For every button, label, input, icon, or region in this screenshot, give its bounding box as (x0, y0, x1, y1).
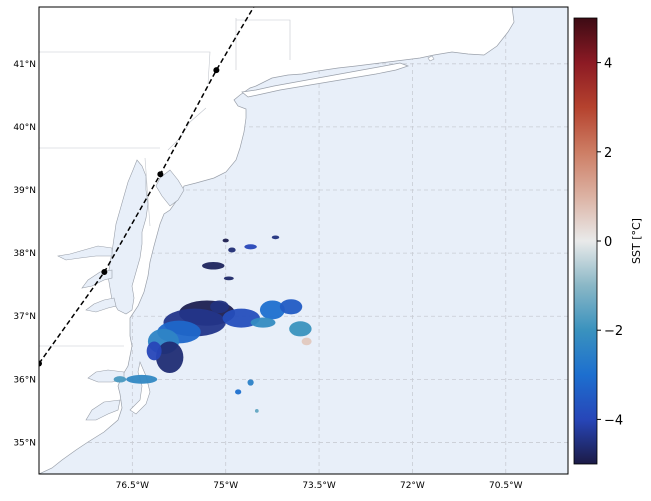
sst-anomaly-patch (289, 321, 312, 337)
y-tick-label: 36°N (13, 375, 36, 385)
chesapeake-bay (57, 159, 185, 421)
storm-track-marker (213, 67, 220, 74)
sst-anomaly-patch (210, 300, 229, 314)
chesapeake-water (107, 159, 149, 315)
colorbar-ticks: 4 2 0 −2 −4 (597, 57, 623, 428)
colorbar: 4 2 0 −2 −4 SST [°C] (573, 17, 643, 465)
y-tick-label: 40°N (13, 123, 36, 133)
sst-anomaly-layer (113, 235, 312, 413)
border-ny-pa (39, 51, 211, 85)
landmass (39, 7, 515, 474)
sst-anomaly-patch (259, 300, 285, 320)
y-tick-label: 37°N (13, 312, 36, 322)
border-de-md (144, 157, 151, 227)
sst-anomaly-patch (222, 238, 229, 243)
colorbar-tick-label: 4 (604, 57, 612, 72)
sst-anomaly-patch (247, 379, 254, 386)
y-tick-label: 35°N (13, 438, 36, 448)
x-tick-label: 70.5°W (489, 481, 523, 491)
map-content (39, 7, 568, 474)
y-axis-ticks: 35°N 36°N 37°N 38°N 39°N 40°N 41°N (13, 60, 36, 449)
sst-anomaly-patch (222, 308, 260, 328)
map-border (38, 6, 569, 475)
sst-anomaly-patch (156, 341, 184, 374)
storm-track-marker (101, 269, 108, 276)
x-tick-label: 72°W (400, 481, 425, 491)
land-mainland (39, 7, 515, 474)
sst-anomaly-patch (146, 341, 162, 361)
colorbar-tick-label: −2 (604, 324, 623, 339)
y-tick-label: 41°N (13, 60, 36, 70)
storm-track-marker (157, 171, 164, 178)
storm-track (39, 7, 255, 367)
x-tick-label: 73.5°W (302, 481, 336, 491)
y-tick-label: 38°N (13, 249, 36, 259)
colorbar-bar (573, 17, 598, 465)
border-ct-ma (236, 19, 291, 60)
sst-anomaly-patch (279, 299, 303, 315)
sst-anomaly-patch (254, 408, 259, 413)
potomac-river (57, 245, 113, 261)
sst-anomaly-patch (250, 317, 276, 328)
york-james-rivers (85, 297, 117, 313)
x-tick-label: 76.5°W (116, 481, 150, 491)
delaware-bay (155, 169, 185, 207)
state-borders (39, 18, 291, 347)
sst-anomaly-patch (202, 261, 225, 270)
sst-anomaly-patch (271, 235, 280, 240)
sst-anomaly-patch (301, 337, 312, 346)
x-axis-ticks: 76.5°W 75°W 73.5°W 72°W 70.5°W (116, 481, 523, 491)
sst-anomaly-patch (235, 389, 242, 395)
x-tick-label: 75°W (213, 481, 238, 491)
block-island (427, 55, 435, 62)
sst-anomaly-patch (244, 244, 257, 250)
colorbar-label: SST [°C] (630, 218, 643, 264)
colorbar-tick-label: −4 (604, 413, 623, 428)
long-island (241, 62, 410, 98)
long-island-shape (241, 62, 410, 98)
sst-anomaly-patch (113, 376, 127, 383)
colorbar-tick-label: 2 (604, 146, 612, 161)
sst-anomaly-patch (223, 276, 234, 281)
pamlico-sound (85, 399, 121, 421)
colorbar-tick-label: 0 (604, 235, 612, 250)
sst-anomaly-patch (228, 247, 236, 253)
storm-track-marker (39, 360, 42, 367)
y-tick-label: 39°N (13, 186, 36, 196)
sst-anomaly-patch (126, 374, 158, 384)
